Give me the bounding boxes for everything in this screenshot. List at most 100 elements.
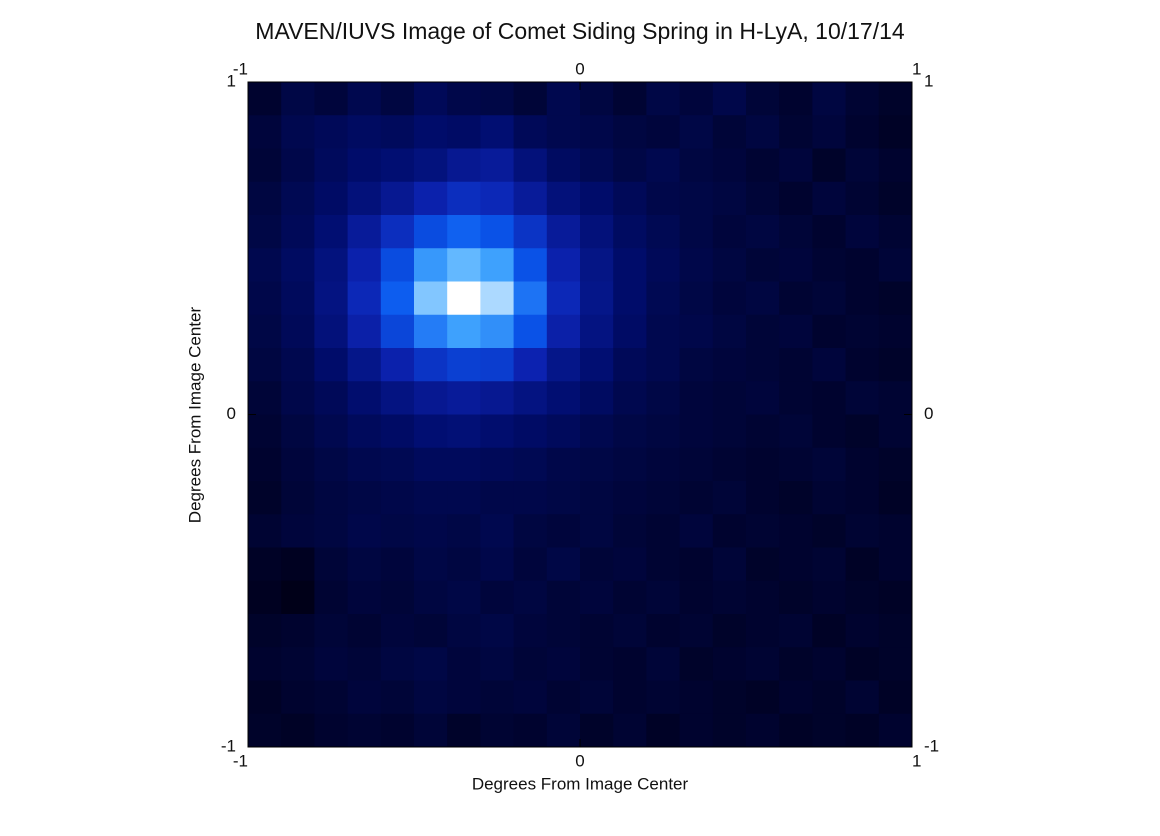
heatmap-cell: [414, 381, 448, 415]
heatmap-cell: [613, 281, 647, 316]
heatmap-cell: [779, 115, 813, 149]
heatmap-cell: [845, 115, 880, 149]
heatmap-cell: [845, 614, 880, 648]
heatmap-cell: [546, 580, 581, 615]
heatmap-cell: [613, 580, 647, 615]
heatmap-cell: [845, 580, 880, 615]
heatmap-cell: [712, 514, 747, 548]
heatmap-cell: [646, 614, 681, 648]
heatmap-cell: [845, 713, 880, 748]
heatmap-cell: [878, 580, 913, 615]
heatmap-cell: [347, 248, 382, 282]
heatmap-cell: [613, 547, 647, 582]
heatmap-cell: [845, 514, 880, 548]
heatmap-cell: [248, 82, 282, 116]
heatmap-cell: [779, 647, 813, 681]
heatmap-cell: [580, 414, 614, 449]
heatmap-cell: [248, 514, 282, 548]
heatmap-cell: [480, 281, 515, 316]
heatmap-cell: [380, 481, 415, 515]
heatmap-cell: [281, 314, 315, 349]
heatmap-cell: [314, 447, 349, 482]
heatmap-cell: [546, 348, 581, 382]
heatmap-cell: [380, 547, 415, 582]
heatmap-cell: [845, 414, 880, 449]
heatmap-cell: [613, 82, 647, 116]
heatmap-cell: [513, 314, 548, 349]
heatmap-cell: [414, 82, 448, 116]
heatmap-cell: [281, 647, 315, 681]
heatmap-cell: [513, 248, 548, 282]
heatmap-cell: [546, 281, 581, 316]
heatmap-cell: [613, 115, 647, 149]
heatmap-cell: [546, 680, 581, 715]
heatmap-cell: [281, 547, 315, 582]
heatmap-cell: [248, 314, 282, 349]
heatmap-cell: [779, 314, 813, 349]
heatmap-cell: [314, 414, 349, 449]
heatmap-cell: [480, 215, 515, 249]
heatmap-cell: [679, 215, 714, 249]
heatmap-cell: [712, 148, 747, 183]
heatmap-cell: [712, 314, 747, 349]
heatmap-cell: [513, 447, 548, 482]
heatmap-cell: [812, 580, 847, 615]
heatmap-cell: [314, 281, 349, 316]
heatmap-cell: [248, 348, 282, 382]
heatmap-cell: [447, 713, 481, 748]
heatmap-cell: [380, 82, 415, 116]
heatmap-cell: [646, 82, 681, 116]
heatmap-cell: [281, 414, 315, 449]
heatmap-cell: [580, 547, 614, 582]
heatmap-cell: [580, 713, 614, 748]
heatmap-cell: [812, 248, 847, 282]
heatmap-cell: [380, 680, 415, 715]
heatmap-cell: [746, 181, 780, 216]
heatmap-cell: [712, 481, 747, 515]
heatmap-cell: [513, 647, 548, 681]
y-tick-label: 1: [227, 71, 236, 90]
heatmap-cell: [779, 580, 813, 615]
heatmap-cell: [878, 281, 913, 316]
heatmap-cell: [646, 447, 681, 482]
heatmap-cell: [613, 647, 647, 681]
heatmap-cell: [779, 447, 813, 482]
heatmap-cell: [746, 514, 780, 548]
heatmap-cell: [812, 181, 847, 216]
heatmap-cell: [281, 215, 315, 249]
heatmap-cell: [712, 181, 747, 216]
heatmap-cell: [613, 181, 647, 216]
heatmap-cell: [513, 580, 548, 615]
heatmap-cell: [248, 647, 282, 681]
heatmap-cell: [414, 181, 448, 216]
heatmap-cell: [546, 547, 581, 582]
heatmap-cell: [380, 181, 415, 216]
heatmap-cell: [646, 348, 681, 382]
heatmap-cell: [347, 148, 382, 183]
heatmap-cell: [712, 680, 747, 715]
heatmap-cell: [447, 414, 481, 449]
heatmap-cell: [513, 481, 548, 515]
y-tick-label: 1: [924, 71, 933, 90]
heatmap-cell: [878, 381, 913, 415]
heatmap-cell: [380, 614, 415, 648]
heatmap-cell: [646, 215, 681, 249]
y-tick-label: 0: [924, 404, 933, 423]
heatmap-cell: [414, 248, 448, 282]
heatmap-cell: [580, 115, 614, 149]
heatmap-cell: [314, 680, 349, 715]
heatmap-cell: [414, 614, 448, 648]
heatmap-cell: [779, 547, 813, 582]
heatmap-cell: [447, 181, 481, 216]
heatmap-cell: [447, 514, 481, 548]
heatmap-cell: [679, 414, 714, 449]
heatmap-cell: [347, 713, 382, 748]
heatmap-cell: [347, 348, 382, 382]
heatmap-cell: [679, 314, 714, 349]
heatmap-cell: [845, 281, 880, 316]
heatmap-cell: [878, 680, 913, 715]
x-tick-label: 1: [912, 751, 921, 770]
heatmap-cell: [712, 381, 747, 415]
heatmap-cell: [746, 82, 780, 116]
